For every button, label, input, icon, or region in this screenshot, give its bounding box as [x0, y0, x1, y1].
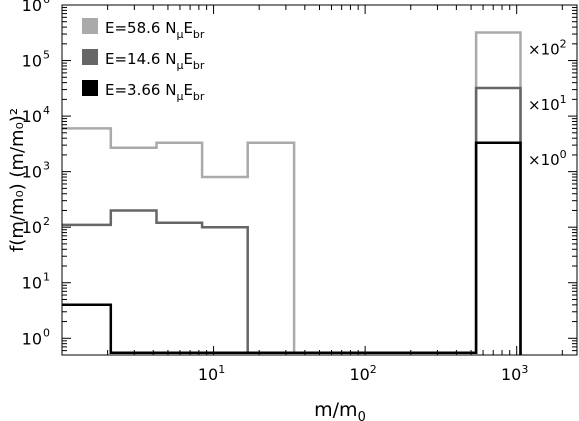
y-tick-label-exp: 0: [43, 326, 50, 339]
y-tick-label-exp: 6: [43, 0, 50, 6]
x-tick-label: 103: [501, 363, 528, 384]
y-tick-label-exp: 4: [43, 104, 50, 117]
legend-label-2: E=3.66 NμEbr: [105, 81, 205, 103]
y-axis-label: f(m/m₀) (m/m₀)²: [7, 108, 28, 252]
scale-annotation-2: ×100: [528, 148, 567, 169]
y-tick-label-exp: 5: [43, 49, 50, 62]
legend: E=58.6 NμEbr E=14.6 NμEbr E=3.66 NμEbr: [82, 18, 205, 103]
series-layer: [62, 31, 522, 355]
annotations: ×102 ×101 ×100: [528, 37, 567, 168]
y-tick-label-exp: 2: [43, 215, 50, 228]
y-tick-label-exp: 1: [43, 271, 50, 284]
legend-swatch-0: [82, 18, 98, 34]
y-tick-label: 10: [22, 218, 42, 237]
y-tick-label: 10: [22, 163, 42, 182]
y-tick-label: 10: [22, 0, 42, 15]
series-line-2: [62, 141, 522, 355]
tick-layer: 101102103100101102103104105106: [22, 0, 577, 384]
legend-label-0: E=58.6 NμEbr: [105, 19, 205, 41]
legend-label-1: E=14.6 NμEbr: [105, 50, 205, 72]
y-tick-label: 10: [22, 52, 42, 71]
x-tick-label: 102: [349, 363, 376, 384]
series-line-1: [62, 86, 522, 355]
scale-annotation-0: ×102: [528, 37, 567, 58]
x-tick-label: 101: [198, 363, 225, 384]
y-tick-label-exp: 3: [43, 160, 50, 173]
y-tick-label: 10: [22, 107, 42, 126]
y-tick-label: 10: [22, 329, 42, 348]
legend-swatch-2: [82, 80, 98, 96]
y-tick-label: 10: [22, 274, 42, 293]
x-axis-label: m/m0: [314, 399, 366, 421]
scale-annotation-1: ×101: [528, 93, 567, 114]
legend-swatch-1: [82, 49, 98, 65]
